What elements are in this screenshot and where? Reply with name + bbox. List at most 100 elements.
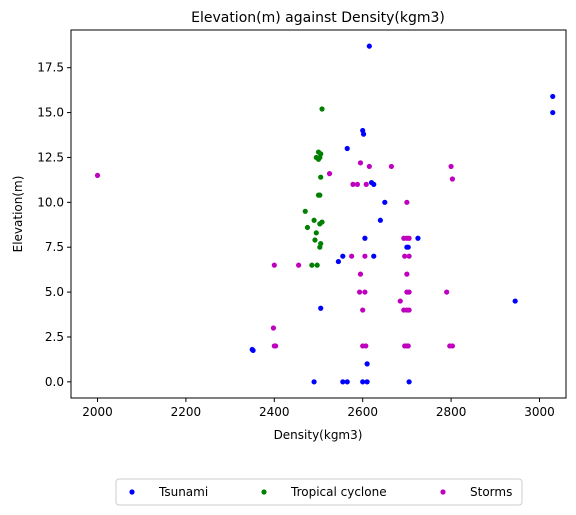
data-point: [405, 343, 411, 349]
x-tick-label: 3000: [524, 405, 555, 419]
data-point: [360, 379, 366, 385]
data-point: [388, 163, 395, 170]
legend-label: Tsunami: [158, 485, 208, 499]
data-point: [405, 244, 411, 250]
data-point: [406, 253, 412, 259]
data-point: [304, 224, 311, 231]
data-point: [512, 298, 518, 304]
data-point: [312, 237, 318, 243]
data-point: [449, 343, 456, 349]
data-point: [363, 181, 369, 187]
y-tick-label: 0.0: [45, 375, 64, 389]
data-point: [404, 271, 410, 277]
data-point: [371, 181, 377, 187]
y-tick-label: 12.5: [37, 150, 64, 164]
legend-box: [115, 478, 523, 506]
data-point: [340, 253, 346, 259]
series-tropical-cyclone: [302, 106, 325, 268]
legend-label: Storms: [470, 485, 512, 499]
x-tick-label: 2200: [171, 405, 202, 419]
series-storms: [94, 160, 456, 349]
data-point: [406, 307, 412, 313]
data-point: [335, 258, 341, 265]
y-tick-label: 10.0: [37, 195, 64, 209]
y-axis: 0.0 2.5 5.0 7.5 10.0 12.5 15.0 17.5: [37, 61, 71, 389]
data-point: [362, 253, 368, 259]
data-point: [360, 307, 366, 313]
data-point: [309, 262, 315, 268]
data-point: [382, 199, 388, 205]
data-point: [311, 379, 317, 385]
legend-marker: [440, 489, 446, 495]
x-axis-label: Density(kgm3): [274, 428, 363, 442]
data-point: [344, 379, 350, 385]
data-point: [362, 289, 368, 295]
data-point: [319, 106, 325, 112]
data-point: [317, 221, 323, 227]
data-point: [448, 163, 454, 170]
y-tick-label: 15.0: [37, 106, 64, 120]
data-point: [444, 289, 450, 295]
data-point: [340, 379, 346, 385]
data-point: [550, 93, 556, 100]
data-point: [317, 192, 323, 198]
legend-marker: [261, 489, 267, 495]
data-point: [250, 347, 256, 354]
data-point: [317, 244, 323, 250]
data-point: [317, 154, 323, 161]
x-axis: 2000 2200 2400 2600 2800 3000: [82, 398, 555, 419]
data-point: [354, 181, 360, 187]
y-tick-label: 2.5: [45, 330, 64, 344]
data-point: [271, 262, 277, 268]
y-tick-label: 17.5: [37, 61, 64, 75]
data-point: [362, 235, 368, 241]
data-point: [415, 235, 421, 241]
data-point: [366, 163, 372, 170]
data-point: [397, 298, 403, 304]
x-tick-label: 2600: [347, 405, 378, 419]
y-tick-label: 7.5: [45, 240, 64, 254]
data-point: [550, 109, 556, 116]
data-point: [326, 171, 333, 177]
data-point: [313, 230, 319, 236]
data-point: [318, 174, 324, 180]
plot-frame: [70, 29, 567, 399]
data-point: [371, 253, 377, 259]
data-point: [406, 379, 412, 385]
legend: Tsunami Tropical cyclone Storms: [115, 478, 523, 506]
data-point: [357, 271, 364, 277]
data-point: [366, 43, 372, 49]
data-point: [363, 343, 369, 349]
data-point: [406, 289, 412, 295]
data-point: [344, 145, 350, 152]
plot-area: [94, 43, 556, 385]
data-point: [302, 208, 308, 214]
data-point: [364, 361, 370, 367]
data-point: [360, 131, 367, 137]
data-point: [349, 253, 355, 259]
data-point: [273, 343, 279, 349]
data-point: [94, 172, 101, 179]
legend-marker: [129, 489, 135, 495]
data-point: [311, 217, 317, 223]
series-tsunami: [249, 43, 556, 385]
y-axis-label: Elevation(m): [11, 176, 25, 253]
x-tick-label: 2800: [436, 405, 467, 419]
data-point: [377, 217, 383, 223]
data-point: [364, 379, 370, 385]
data-point: [404, 199, 410, 205]
data-point: [357, 289, 363, 295]
data-point: [296, 262, 302, 268]
data-point: [318, 305, 324, 311]
data-point: [270, 325, 277, 331]
data-point: [350, 181, 356, 187]
data-point: [357, 160, 364, 166]
data-point: [406, 235, 412, 241]
chart-title: Elevation(m) against Density(kgm3): [191, 10, 445, 26]
y-tick-label: 5.0: [45, 285, 64, 299]
data-point: [402, 253, 408, 259]
data-point: [449, 176, 456, 182]
data-point: [314, 262, 320, 268]
x-tick-label: 2000: [82, 405, 113, 419]
